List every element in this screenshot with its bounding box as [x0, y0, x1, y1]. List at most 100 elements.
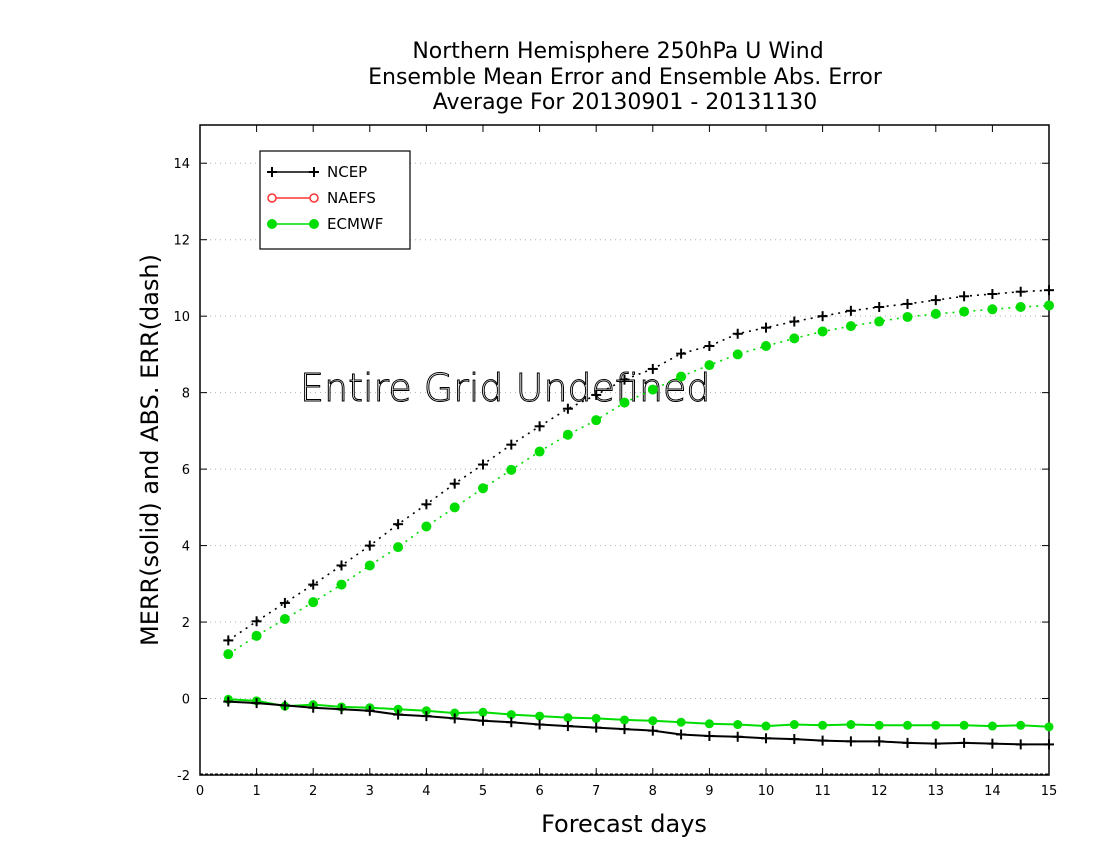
legend-marker-naefs	[267, 193, 277, 203]
ecmwf-abs-err-point	[506, 464, 517, 475]
ecmwf-abs-err-point	[845, 321, 856, 332]
ecmwf-merr-point	[1016, 720, 1026, 730]
ncep-abs-err-point	[930, 295, 941, 306]
ecmwf-abs-err-point	[1044, 300, 1054, 311]
ncep-merr-point	[817, 735, 828, 746]
ncep-merr-point	[223, 696, 234, 707]
ncep-abs-err-point	[761, 322, 771, 333]
legend-marker-naefs	[309, 193, 319, 203]
ncep-abs-err-point	[902, 298, 913, 309]
ecmwf-abs-err-point	[393, 542, 404, 553]
title-line-3: Average For 20130901 - 20131130	[433, 90, 818, 115]
legend-marker-ncep	[309, 167, 319, 177]
ncep-merr-point	[987, 738, 998, 749]
ncep-merr-point	[732, 731, 743, 742]
ecmwf-abs-err-point	[647, 384, 658, 395]
ecmwf-abs-err-point	[704, 360, 715, 371]
ncep-abs-err-point	[534, 421, 545, 432]
legend-marker-ecmwf	[309, 219, 319, 229]
ecmwf-merr-point	[846, 720, 856, 730]
y-tick-label: 8	[182, 387, 190, 402]
ecmwf-merr-point	[393, 704, 403, 714]
ecmwf-abs-err-point	[1015, 302, 1026, 312]
ecmwf-abs-err-point	[421, 521, 432, 532]
gridlines	[200, 162, 1049, 775]
ncep-merr-point	[308, 702, 319, 713]
y-axis-title: MERR(solid) and ABS. ERR(dash)	[136, 254, 164, 646]
ecmwf-abs-err-line	[227, 304, 1050, 655]
x-tick-label: 2	[309, 784, 317, 799]
ecmwf-merr-line	[228, 698, 1050, 728]
ecmwf-abs-err-point	[562, 429, 573, 440]
ncep-abs-err-point	[223, 635, 234, 646]
ecmwf-merr-point	[733, 720, 743, 730]
ecmwf-merr-point	[591, 713, 601, 723]
x-tick-label: 11	[814, 784, 831, 799]
ncep-merr-point	[619, 724, 630, 735]
ncep-merr-point	[959, 737, 970, 748]
ecmwf-abs-err-point	[619, 397, 630, 408]
ncep-merr-point	[251, 698, 262, 709]
ecmwf-merr-point	[648, 716, 658, 726]
ecmwf-merr-point	[959, 720, 969, 730]
ncep-abs-err-point	[619, 374, 630, 385]
y-tick-label: 6	[182, 463, 190, 478]
x-tick-label: 10	[758, 784, 775, 799]
ncep-abs-err-point	[732, 328, 743, 339]
x-tick-label: 0	[196, 784, 204, 799]
ecmwf-abs-err-point	[874, 316, 885, 327]
ecmwf-abs-err-point	[591, 415, 602, 426]
legend-entries: NCEP NAEFS ECMWF	[267, 163, 383, 233]
ecmwf-abs-err-point	[336, 579, 347, 590]
x-tick-label: 7	[592, 784, 600, 799]
ncep-merr-point	[478, 715, 488, 726]
ncep-abs-err-point	[845, 305, 856, 316]
legend-marker-ecmwf	[267, 219, 277, 229]
ecmwf-merr-point	[563, 713, 573, 723]
legend-marker-ncep	[267, 167, 277, 177]
ecmwf-abs-err-point	[449, 502, 460, 513]
ecmwf-abs-err-point	[732, 349, 743, 360]
ncep-merr-point	[421, 711, 432, 722]
ecmwf-abs-err-point	[308, 597, 319, 608]
legend-label-ecmwf: ECMWF	[327, 215, 383, 233]
ncep-merr-point	[449, 713, 460, 724]
y-tick-label: 10	[173, 310, 190, 325]
undefined-grid-annotation: Entire Grid Undefined	[300, 366, 711, 410]
ncep-abs-err-point	[647, 363, 658, 374]
ecmwf-abs-err-point	[817, 326, 828, 337]
y-tick-label: 12	[173, 234, 190, 249]
ecmwf-merr-point	[818, 720, 828, 730]
ncep-abs-err-point	[449, 478, 460, 489]
ncep-merr-point	[534, 719, 545, 730]
ncep-abs-err-point	[1044, 285, 1054, 296]
ncep-abs-err-point	[987, 289, 998, 299]
ecmwf-abs-err-point	[478, 483, 488, 494]
ncep-abs-err-point	[478, 459, 488, 470]
ncep-merr-point	[930, 738, 941, 749]
ecmwf-merr-point	[931, 720, 941, 730]
ncep-abs-err-point	[506, 439, 517, 450]
ncep-abs-err-point	[393, 519, 404, 530]
legend-box	[259, 150, 411, 250]
ncep-merr-point	[704, 731, 715, 741]
ecmwf-abs-err-point	[251, 630, 262, 641]
y-tick-label: 2	[182, 616, 190, 631]
legend-entry-ncep: NCEP	[267, 163, 367, 181]
ncep-merr-point	[676, 729, 687, 740]
x-tick-label: 15	[1041, 784, 1058, 799]
y-tick-label: 14	[173, 157, 190, 172]
ncep-merr-point	[506, 717, 517, 728]
ncep-abs-err-point	[336, 560, 347, 571]
x-tick-label: 12	[871, 784, 888, 799]
ecmwf-abs-err-point	[789, 333, 800, 344]
series-layer	[223, 285, 1054, 750]
ncep-abs-err-point	[364, 540, 375, 551]
ncep-abs-err-line	[227, 289, 1050, 642]
ncep-abs-err-point	[1015, 286, 1026, 297]
ncep-merr-point	[845, 736, 856, 747]
ncep-merr-point	[562, 721, 573, 732]
ncep-merr-point	[1044, 739, 1054, 750]
ecmwf-merr-point	[478, 707, 488, 717]
